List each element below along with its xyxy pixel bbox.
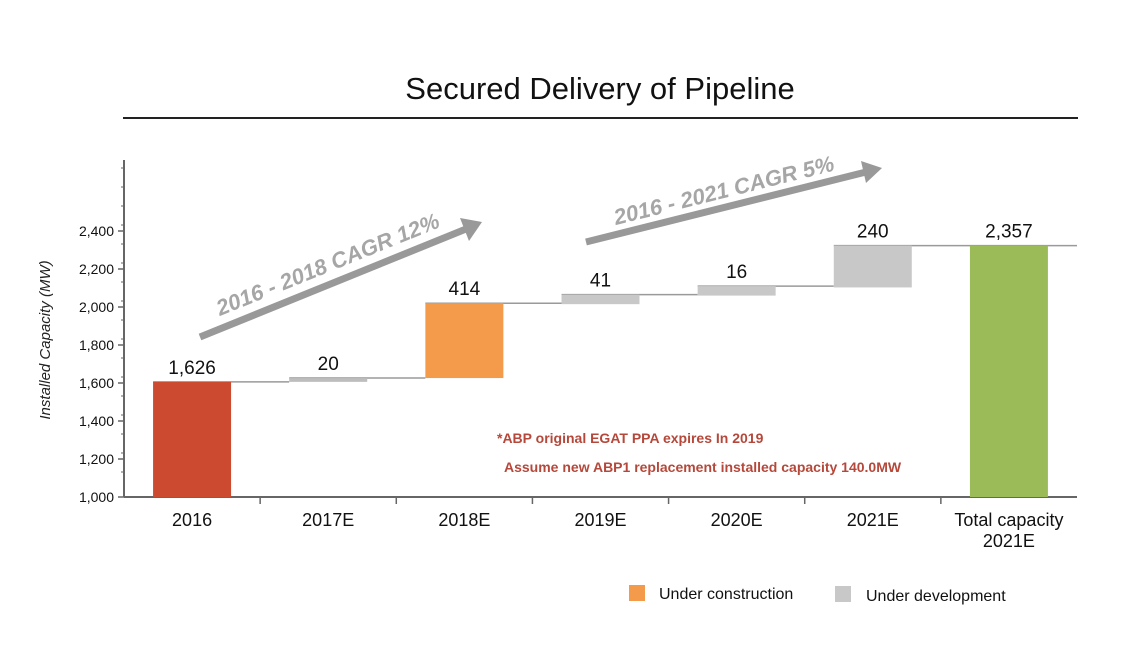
bar-value-label: 20: [318, 354, 339, 375]
cagr-2016-2018-label: 2016 - 2018 CAGR 12%: [212, 208, 443, 321]
x-tick-label: Total capacity: [954, 510, 1063, 530]
y-tick-label: 1,000: [79, 489, 114, 505]
bar-value-label: 414: [449, 279, 481, 300]
chart-title: Secured Delivery of Pipeline: [405, 71, 794, 106]
bar-value-label: 240: [857, 222, 889, 243]
bar-2020e: [697, 286, 776, 296]
y-tick-label: 1,400: [79, 413, 114, 429]
x-tick-label: 2017E: [302, 510, 354, 530]
x-tick-labels: 2016 2017E 2018E 2019E 2020E 2021E Total capac…: [172, 510, 1063, 551]
x-tick-label: 2020E: [711, 510, 763, 530]
bars: [153, 245, 1048, 497]
axes: 1,000 1,200 1,400 1,600 1,800 2,000 2,200 2,400: [79, 160, 1077, 505]
legend-label-under-development: Under development: [866, 588, 1006, 605]
legend: Under construction Under development: [629, 585, 1006, 605]
legend-label-under-construction: Under construction: [659, 586, 793, 603]
y-axis-title: Installed Capacity (MW): [37, 260, 54, 419]
y-tick-label: 1,800: [79, 337, 114, 353]
bar-2019e: [561, 294, 640, 305]
y-tick-label: 2,200: [79, 261, 114, 277]
bar-2016: [153, 381, 232, 497]
x-tick-label: 2021E: [847, 510, 899, 530]
y-tick-label: 1,200: [79, 451, 114, 467]
bar-2018e: [425, 303, 504, 379]
bar-total-capacity-2021e: [969, 245, 1048, 497]
bar-value-label: 1,626: [168, 358, 216, 379]
cagr-arrow-2016-2021: 2016 - 2021 CAGR 5%: [585, 151, 882, 246]
bar-2021e: [833, 245, 912, 288]
y-tick-label: 1,600: [79, 375, 114, 391]
x-tick-label: 2019E: [574, 510, 626, 530]
x-tick-label: 2016: [172, 510, 212, 530]
legend-swatch-under-construction: [629, 585, 645, 601]
bar-value-labels: 1,626 20 414 41 16 240 2,357: [168, 222, 1032, 379]
x-tick-label: 2021E: [983, 531, 1035, 551]
bar-value-label: 41: [590, 271, 611, 292]
bar-2017e: [289, 378, 368, 382]
bar-value-label: 16: [726, 262, 747, 283]
note-abp1-replacement: Assume new ABP1 replacement installed ca…: [504, 459, 902, 475]
y-tick-label: 2,000: [79, 299, 114, 315]
legend-swatch-under-development: [835, 586, 851, 602]
note-ppa-expiry: *ABP original EGAT PPA expires In 2019: [497, 430, 764, 446]
x-tick-label: 2018E: [438, 510, 490, 530]
bar-value-label: 2,357: [985, 222, 1033, 243]
y-tick-label: 2,400: [79, 223, 114, 239]
